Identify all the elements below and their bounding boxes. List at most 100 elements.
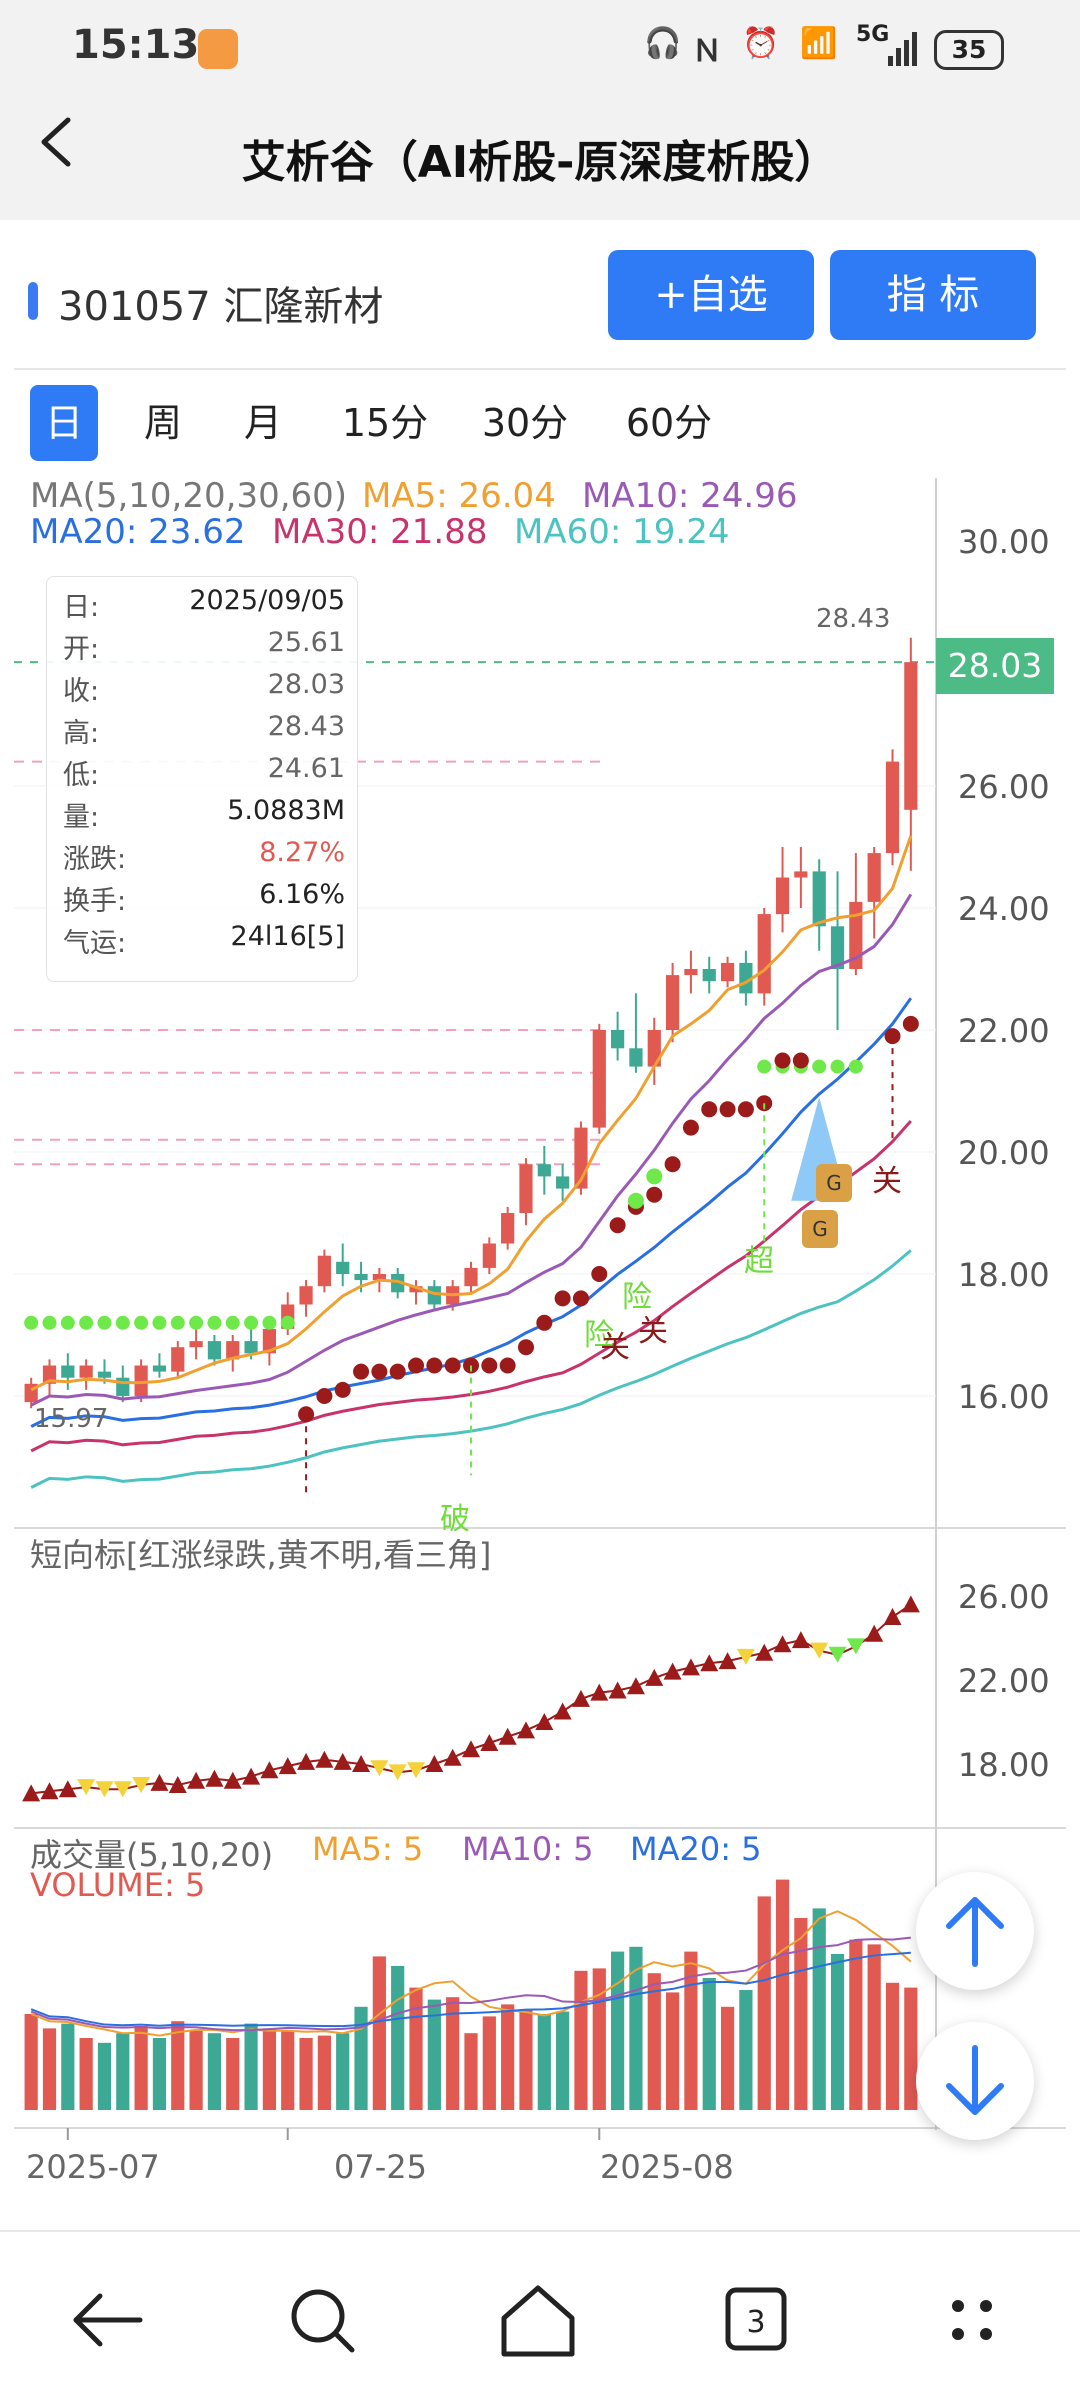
nav-tabs-button[interactable]: 3: [706, 2270, 806, 2370]
candle-body: [116, 1377, 130, 1396]
info-key: 低:: [63, 760, 100, 791]
signal-dot-red: [444, 1357, 461, 1374]
tab-day[interactable]: 日: [30, 385, 98, 461]
y-axis-label: 24.00: [958, 890, 1050, 928]
kline-chart[interactable]: [0, 0, 1080, 2200]
candle-body: [537, 1164, 551, 1177]
short-marker-neutral: [77, 1779, 96, 1796]
volume-bar: [79, 2038, 93, 2110]
short-marker-up: [150, 1773, 169, 1791]
indicator-button[interactable]: 指 标: [830, 250, 1036, 340]
signal-dot-green: [79, 1315, 94, 1330]
x-axis-label: 07-25: [334, 2148, 427, 2186]
short-marker-neutral: [113, 1781, 132, 1798]
info-value: 28.03: [267, 669, 345, 700]
short-marker-up: [297, 1752, 316, 1770]
back-button[interactable]: [36, 112, 76, 188]
signal-guan: 关: [600, 1330, 630, 1365]
short-marker-up: [700, 1654, 719, 1672]
ma5-legend: MA5: 26.04: [362, 476, 556, 516]
signal-dot-green: [115, 1315, 130, 1330]
short-marker-up: [168, 1776, 187, 1793]
signal-chao: 超: [744, 1244, 774, 1279]
candle-body: [739, 962, 753, 994]
candle-body: [501, 1213, 515, 1244]
info-value: 2025/09/05: [189, 585, 345, 616]
info-key: 换手:: [63, 886, 127, 917]
short-axis-label: 22.00: [958, 1662, 1050, 1700]
low-price-label: 15.97: [34, 1404, 109, 1434]
volume-bar: [592, 1968, 606, 2110]
tab-week[interactable]: 周: [143, 401, 182, 445]
candle-body: [336, 1261, 350, 1274]
scroll-down-button[interactable]: [916, 2022, 1034, 2140]
candle-body: [867, 853, 881, 902]
signal-xian: 险: [584, 1318, 614, 1353]
short-marker-up: [40, 1782, 59, 1800]
volume-bar: [849, 1939, 863, 2110]
signal-dot-green: [24, 1315, 39, 1330]
signal-bars-icon: [888, 30, 922, 66]
y-axis-label: 30.00: [958, 523, 1050, 561]
home-icon: [501, 2285, 575, 2357]
signal-dot-green: [189, 1315, 204, 1330]
nav-menu-button[interactable]: [922, 2270, 1022, 2370]
signal-dot-red: [609, 1217, 626, 1234]
signal-dot-red: [572, 1290, 589, 1307]
arrow-up-icon: [946, 1897, 1004, 1967]
volume-bar: [134, 2026, 148, 2110]
short-marker-up: [718, 1652, 737, 1670]
add-watchlist-button[interactable]: +自选: [608, 250, 814, 340]
candle-body: [207, 1341, 222, 1360]
tab-15min[interactable]: 15分: [341, 401, 429, 445]
nav-home-button[interactable]: [488, 2270, 588, 2370]
candle-body: [372, 1274, 386, 1281]
candle-body: [665, 975, 680, 1030]
candle-body: [97, 1371, 112, 1378]
volume-bar: [354, 2006, 368, 2110]
tab-30min[interactable]: 30分: [481, 401, 569, 445]
ma60-legend: MA60: 19.24: [514, 512, 730, 552]
nav-back-button[interactable]: [58, 2270, 158, 2370]
search-icon: [291, 2289, 355, 2353]
short-marker-down: [828, 1646, 847, 1663]
volume-bar: [647, 1973, 661, 2110]
short-marker-up: [480, 1734, 499, 1751]
short-marker-up: [58, 1780, 77, 1798]
volume-bar: [739, 1990, 753, 2110]
chevron-left-icon: [41, 117, 71, 167]
current-price-tag: 28.03: [936, 638, 1054, 694]
tab-month[interactable]: 月: [243, 401, 282, 445]
volume-bar: [629, 1946, 643, 2110]
signal-dot-red: [536, 1314, 553, 1331]
dots-menu-icon: [952, 2300, 992, 2340]
tab-60min[interactable]: 60分: [625, 401, 713, 445]
app-notification-icon: [198, 29, 238, 69]
signal-dot-red: [554, 1290, 571, 1307]
info-row-low: 低: 24.61: [63, 753, 345, 795]
scroll-up-button[interactable]: [916, 1872, 1034, 1990]
candle-body: [794, 871, 808, 878]
nav-search-button[interactable]: [272, 2270, 372, 2370]
candle-body: [830, 926, 845, 969]
volume-bar: [830, 1954, 845, 2110]
short-marker-up: [260, 1761, 279, 1779]
short-marker-up: [571, 1689, 590, 1707]
bottom-divider: [0, 2230, 1080, 2232]
short-marker-up: [865, 1624, 884, 1642]
candle-body: [684, 969, 698, 976]
info-value: 24.61: [267, 753, 345, 784]
volume-bar: [336, 2033, 350, 2110]
short-marker-up: [755, 1643, 774, 1661]
short-marker-neutral: [388, 1764, 407, 1781]
candle-body: [226, 1341, 240, 1360]
signal-dot-red: [719, 1101, 736, 1118]
short-marker-up: [773, 1635, 792, 1653]
candle-body: [519, 1164, 533, 1213]
short-marker-down: [846, 1638, 865, 1655]
vol-ma20-legend: MA20: 5: [630, 1830, 762, 1868]
page-title: 艾析谷（AI析股-原深度析股）: [241, 137, 839, 188]
volume-bar: [244, 2023, 258, 2110]
volume-bar: [42, 2028, 57, 2110]
info-row-change: 涨跌: 8.27%: [63, 837, 345, 879]
